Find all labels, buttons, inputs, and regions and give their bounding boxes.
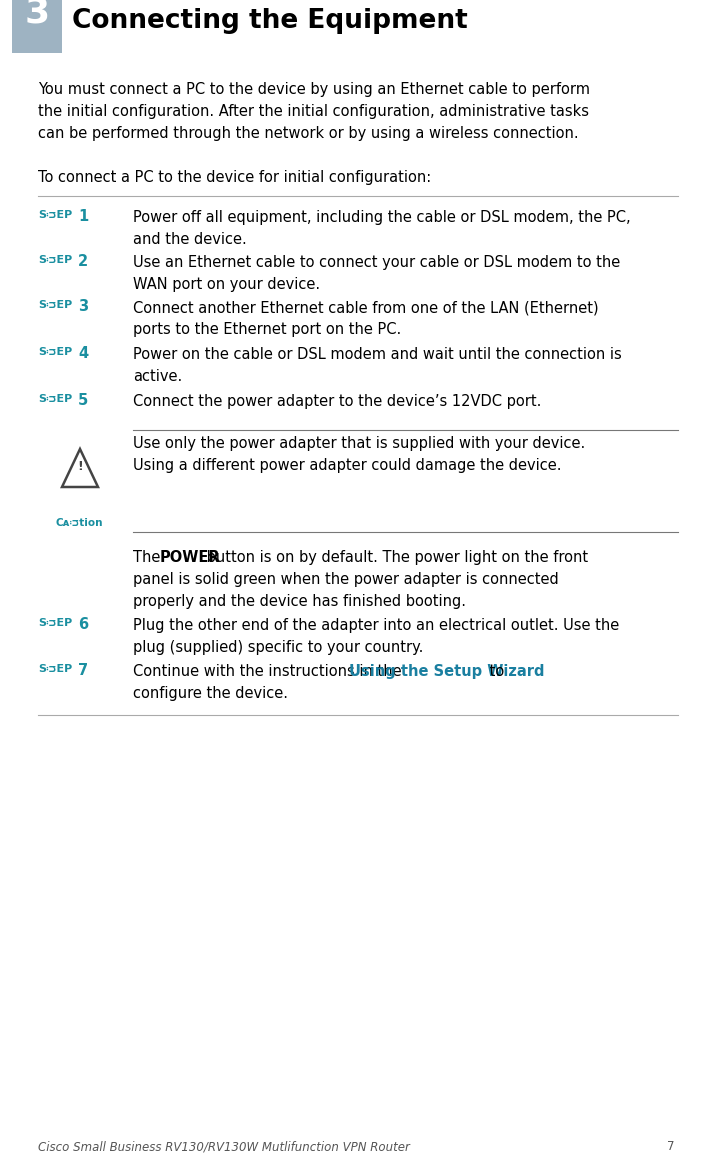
Text: Plug the other end of the adapter into an electrical outlet. Use the: Plug the other end of the adapter into a… — [133, 618, 620, 633]
Text: 2: 2 — [78, 254, 88, 268]
Text: Power off all equipment, including the cable or DSL modem, the PC,: Power off all equipment, including the c… — [133, 210, 630, 225]
Text: properly and the device has finished booting.: properly and the device has finished boo… — [133, 594, 466, 609]
Text: SᴞEP: SᴞEP — [38, 210, 72, 220]
Text: SᴞEP: SᴞEP — [38, 347, 72, 357]
Text: The: The — [133, 550, 165, 565]
Text: WAN port on your device.: WAN port on your device. — [133, 277, 320, 292]
Text: Cisco Small Business RV130/RV130W Mutlifunction VPN Router: Cisco Small Business RV130/RV130W Mutlif… — [38, 1140, 410, 1153]
Text: SᴞEP: SᴞEP — [38, 300, 72, 310]
Text: plug (supplied) specific to your country.: plug (supplied) specific to your country… — [133, 640, 424, 655]
Text: configure the device.: configure the device. — [133, 686, 288, 701]
FancyBboxPatch shape — [12, 0, 62, 53]
Text: 3: 3 — [24, 0, 50, 29]
Text: the initial configuration. After the initial configuration, administrative tasks: the initial configuration. After the ini… — [38, 105, 589, 119]
Text: button is on by default. The power light on the front: button is on by default. The power light… — [202, 550, 588, 565]
Text: 7: 7 — [667, 1140, 675, 1153]
Text: You must connect a PC to the device by using an Ethernet cable to perform: You must connect a PC to the device by u… — [38, 83, 590, 96]
Text: Continue with the instructions in the: Continue with the instructions in the — [133, 664, 406, 679]
Text: 4: 4 — [78, 346, 88, 361]
Text: and the device.: and the device. — [133, 232, 247, 248]
Text: To connect a PC to the device for initial configuration:: To connect a PC to the device for initia… — [38, 170, 431, 185]
Text: 1: 1 — [78, 209, 88, 224]
Text: Use an Ethernet cable to connect your cable or DSL modem to the: Use an Ethernet cable to connect your ca… — [133, 254, 620, 270]
Text: 5: 5 — [78, 393, 88, 408]
Text: Using the Setup Wizard: Using the Setup Wizard — [349, 664, 545, 679]
Text: Connect another Ethernet cable from one of the LAN (Ethernet): Connect another Ethernet cable from one … — [133, 300, 599, 315]
Text: can be performed through the network or by using a wireless connection.: can be performed through the network or … — [38, 125, 579, 141]
Text: SᴞEP: SᴞEP — [38, 618, 72, 627]
Text: Connecting the Equipment: Connecting the Equipment — [72, 8, 468, 34]
Text: 7: 7 — [78, 664, 88, 677]
Text: active.: active. — [133, 370, 183, 383]
Text: to: to — [485, 664, 504, 679]
Text: 6: 6 — [78, 617, 88, 632]
Text: Cᴀᴞtion: Cᴀᴞtion — [55, 518, 103, 528]
Text: Use only the power adapter that is supplied with your device.: Use only the power adapter that is suppl… — [133, 436, 585, 451]
Text: SᴞEP: SᴞEP — [38, 394, 72, 404]
Text: SᴞEP: SᴞEP — [38, 664, 72, 674]
Text: panel is solid green when the power adapter is connected: panel is solid green when the power adap… — [133, 572, 559, 587]
Text: Power on the cable or DSL modem and wait until the connection is: Power on the cable or DSL modem and wait… — [133, 347, 622, 363]
Text: 3: 3 — [78, 299, 88, 314]
Text: Using a different power adapter could damage the device.: Using a different power adapter could da… — [133, 458, 562, 473]
Text: !: ! — [77, 459, 83, 473]
Text: POWER: POWER — [160, 550, 220, 565]
Text: SᴞEP: SᴞEP — [38, 254, 72, 265]
Text: Connect the power adapter to the device’s 12VDC port.: Connect the power adapter to the device’… — [133, 394, 541, 409]
Text: ports to the Ethernet port on the PC.: ports to the Ethernet port on the PC. — [133, 322, 401, 337]
